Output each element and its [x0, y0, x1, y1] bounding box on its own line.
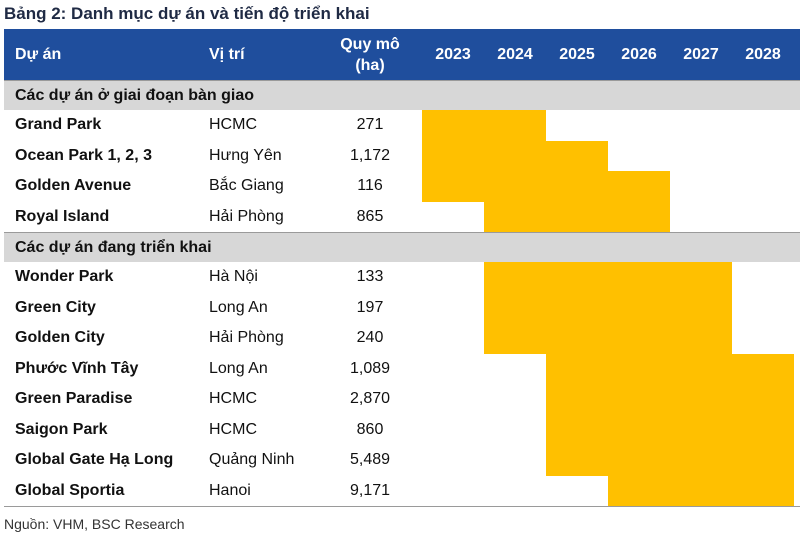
- table-row: Green Paradise HCMC 2,870: [4, 384, 800, 415]
- section-header: Các dự án đang triển khai: [4, 232, 800, 262]
- project-location: Hà Nội: [209, 268, 258, 286]
- section-header: Các dự án ở giai đoạn bàn giao: [4, 80, 800, 110]
- table-title: Bảng 2: Danh mục dự án và tiến độ triển …: [4, 4, 370, 23]
- table-header: Dự án Vị trí Quy mô (ha) 2023 2024 2025 202…: [4, 29, 800, 80]
- project-schedule-table: Dự án Vị trí Quy mô (ha) 2023 2024 2025 202…: [4, 29, 800, 512]
- project-location: Hanoi: [209, 481, 251, 499]
- schedule-bar: [546, 353, 794, 384]
- project-name: Ocean Park 1, 2, 3: [15, 146, 152, 164]
- header-year-2023: 2023: [435, 46, 471, 63]
- header-year-2027: 2027: [683, 46, 719, 63]
- project-name: Global Sportia: [15, 481, 125, 499]
- project-area: 271: [356, 116, 384, 134]
- schedule-bar: [484, 292, 732, 323]
- project-name: Royal Island: [15, 207, 110, 225]
- schedule-bar: [546, 445, 794, 476]
- header-year-2024: 2024: [497, 46, 533, 63]
- project-area: 240: [356, 329, 384, 347]
- header-location: Vị trí: [209, 45, 245, 63]
- table-row: Grand Park HCMC 271: [4, 110, 800, 141]
- schedule-bar: [484, 323, 732, 354]
- header-year-2025: 2025: [559, 46, 595, 63]
- project-location: Hải Phòng: [209, 207, 284, 225]
- project-area: 865: [356, 207, 384, 225]
- project-area: 1,089: [349, 359, 391, 377]
- table-row: Global Sportia Hanoi 9,171: [4, 475, 800, 506]
- project-location: Hưng Yên: [209, 146, 282, 164]
- project-name: Wonder Park: [15, 268, 114, 286]
- schedule-bar: [484, 201, 670, 232]
- project-name: Green Paradise: [15, 390, 133, 408]
- project-name: Grand Park: [15, 116, 102, 134]
- schedule-bar: [608, 475, 794, 506]
- project-area: 5,489: [349, 451, 391, 469]
- project-location: HCMC: [209, 420, 257, 438]
- project-location: HCMC: [209, 116, 257, 134]
- project-name: Golden Avenue: [15, 177, 132, 195]
- table-row: Ocean Park 1, 2, 3 Hưng Yên 1,172: [4, 140, 800, 171]
- header-project: Dự án: [15, 45, 62, 63]
- table-row: Golden City Hải Phòng 240: [4, 323, 800, 354]
- table-row: Green City Long An 197: [4, 292, 800, 323]
- header-area-line1: Quy mô: [340, 35, 400, 53]
- project-name: Golden City: [15, 329, 105, 347]
- project-area: 9,171: [349, 481, 391, 499]
- project-name: Saigon Park: [15, 420, 108, 438]
- header-year-2026: 2026: [621, 46, 657, 63]
- project-area: 2,870: [349, 390, 391, 408]
- project-location: Long An: [209, 298, 268, 316]
- project-location: Quảng Ninh: [209, 451, 295, 469]
- table-row: Royal Island Hải Phòng 865: [4, 201, 800, 232]
- schedule-bar: [484, 262, 732, 293]
- project-location: Bắc Giang: [209, 177, 284, 195]
- header-area-line2: (ha): [355, 56, 385, 74]
- schedule-bar: [422, 110, 546, 141]
- project-name: Global Gate Hạ Long: [15, 451, 174, 469]
- project-name: Phước Vĩnh Tây: [15, 359, 139, 377]
- table-row: Wonder Park Hà Nội 133: [4, 262, 800, 293]
- schedule-bar: [546, 384, 794, 415]
- project-area: 1,172: [349, 146, 391, 164]
- schedule-bar: [422, 140, 608, 171]
- project-area: 197: [356, 298, 384, 316]
- table-row: Global Gate Hạ Long Quảng Ninh 5,489: [4, 445, 800, 476]
- project-area: 133: [356, 268, 384, 286]
- table-bottom-border: [4, 506, 800, 507]
- table-row: Golden Avenue Bắc Giang 116: [4, 171, 800, 202]
- schedule-bar: [546, 414, 794, 445]
- project-location: HCMC: [209, 390, 257, 408]
- header-area: Quy mô (ha): [329, 29, 411, 80]
- table-row: Saigon Park HCMC 860: [4, 414, 800, 445]
- project-area: 116: [357, 177, 383, 195]
- project-name: Green City: [15, 298, 96, 316]
- schedule-bar: [422, 171, 670, 202]
- project-location: Hải Phòng: [209, 329, 284, 347]
- project-area: 860: [356, 420, 384, 438]
- project-location: Long An: [209, 359, 268, 377]
- source-note: Nguồn: VHM, BSC Research: [4, 516, 185, 532]
- table-row: Phước Vĩnh Tây Long An 1,089: [4, 353, 800, 384]
- header-year-2028: 2028: [745, 46, 781, 63]
